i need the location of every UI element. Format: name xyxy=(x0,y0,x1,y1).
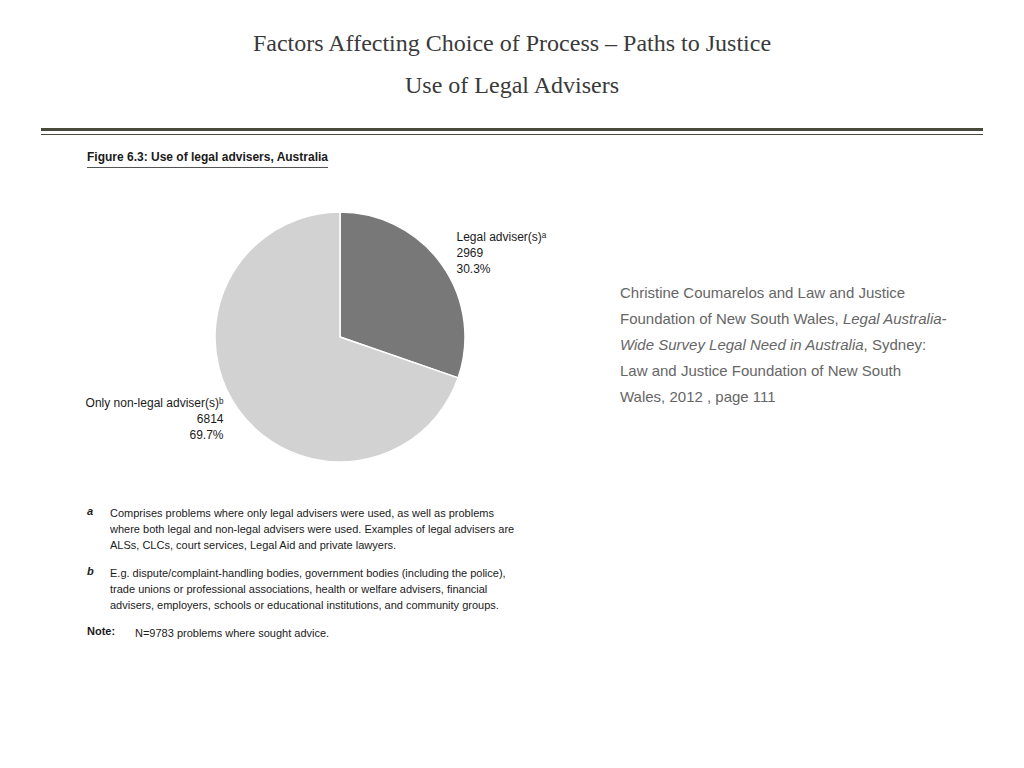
subtitle: Use of Legal Advisers xyxy=(0,72,1024,99)
slice-label: Only non-legal adviser(s)ᵇ xyxy=(86,396,224,410)
slice-label: Legal adviser(s)ᵃ xyxy=(456,230,546,244)
slice-percent: 30.3% xyxy=(456,262,490,276)
footnote-key: b xyxy=(87,565,94,577)
slice-count: 6814 xyxy=(197,412,224,426)
footnote-key: a xyxy=(87,505,93,517)
title: Factors Affecting Choice of Process – Pa… xyxy=(0,30,1024,57)
separator xyxy=(41,128,983,131)
footnote-text: Comprises problems where only legal advi… xyxy=(110,505,514,553)
footnote-key: Note: xyxy=(87,625,115,637)
figure-title: Figure 6.3: Use of legal advisers, Austr… xyxy=(87,150,328,168)
pie-slice xyxy=(215,212,458,462)
footnote-text: N=9783 problems where sought advice. xyxy=(135,625,329,641)
pie-chart: Legal adviser(s)ᵃ 2969 30.3% Only non-legal… xyxy=(40,172,600,502)
data-labels: Legal adviser(s)ᵃ 2969 30.3% Only non-legal… xyxy=(86,230,547,442)
separator xyxy=(41,134,983,135)
footnote-text: E.g. dispute/complaint-handling bodies, … xyxy=(110,565,506,613)
slice-percent: 69.7% xyxy=(189,428,223,442)
slice-count: 2969 xyxy=(456,246,483,260)
slices xyxy=(215,212,465,462)
source: Christine Coumarelos and Law and Justice… xyxy=(620,280,950,410)
